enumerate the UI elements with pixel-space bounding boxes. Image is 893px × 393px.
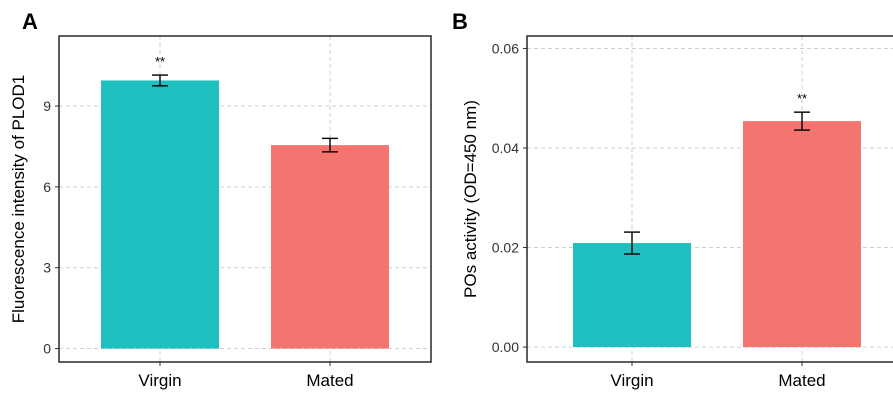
plot-border (58, 35, 432, 363)
plot-border (526, 35, 893, 363)
significance-marker: ** (797, 91, 807, 106)
y-tick-label: 0.06 (492, 40, 519, 56)
y-tick-label: 0.04 (492, 140, 519, 156)
y-tick-label: 0 (43, 341, 51, 357)
bar-mated (743, 121, 861, 348)
y-tick-label: 0.02 (492, 240, 519, 256)
x-tick-label: Mated (306, 371, 353, 390)
panel-a: A ** Virgin Mated 0 3 6 9 Fluorescence intensity… (9, 9, 432, 390)
x-tick-label: Virgin (610, 371, 653, 390)
x-tick-label: Mated (778, 371, 825, 390)
significance-marker: ** (155, 54, 165, 69)
panel-label: B (452, 9, 468, 34)
y-tick-label: 0.00 (492, 339, 519, 355)
y-tick-label: 9 (43, 98, 51, 114)
bar-virgin (573, 243, 691, 348)
panel-b: B Virgin ** Mated 0.00 0.02 0.04 0.06 POs activi… (452, 9, 893, 390)
panel-label: A (22, 9, 38, 34)
x-tick-label: Virgin (138, 371, 181, 390)
y-tick-label: 3 (43, 260, 51, 276)
y-tick-label: 6 (43, 179, 51, 195)
y-axis-title: Fluorescence intensity of PLOD1 (9, 75, 28, 324)
bar-mated (271, 145, 389, 349)
y-axis-title: POs activity (OD=450 nm) (461, 100, 480, 298)
bar-virgin (101, 80, 219, 349)
